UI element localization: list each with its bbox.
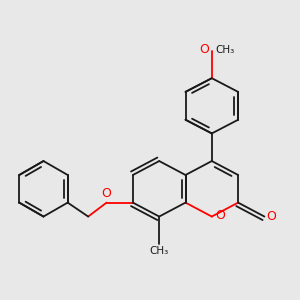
- Text: CH₃: CH₃: [150, 246, 169, 256]
- Text: O: O: [102, 187, 112, 200]
- Text: O: O: [215, 209, 225, 222]
- Text: CH₃: CH₃: [215, 44, 234, 55]
- Text: O: O: [199, 43, 209, 56]
- Text: O: O: [266, 210, 276, 223]
